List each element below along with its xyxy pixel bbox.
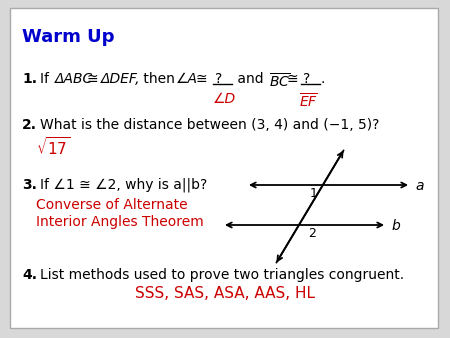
Text: 4.: 4. <box>22 268 37 282</box>
Text: Warm Up: Warm Up <box>22 28 114 46</box>
Text: If: If <box>40 72 54 86</box>
Text: ∠A: ∠A <box>176 72 198 86</box>
Text: ≅: ≅ <box>87 72 99 86</box>
Text: If ∠1 ≅ ∠2, why is a||b?: If ∠1 ≅ ∠2, why is a||b? <box>40 178 207 193</box>
Text: ΔDEF,: ΔDEF, <box>101 72 140 86</box>
Text: $\overline{BC}$: $\overline{BC}$ <box>269 72 290 90</box>
Text: 1.: 1. <box>22 72 37 86</box>
Text: 1: 1 <box>310 187 318 200</box>
Text: ?: ? <box>215 72 222 86</box>
Text: SSS, SAS, ASA, AAS, HL: SSS, SAS, ASA, AAS, HL <box>135 286 315 301</box>
Text: List methods used to prove two triangles congruent.: List methods used to prove two triangles… <box>40 268 404 282</box>
Text: What is the distance between (3, 4) and (−1, 5)?: What is the distance between (3, 4) and … <box>40 118 379 132</box>
Text: ≅: ≅ <box>196 72 207 86</box>
Text: Interior Angles Theorem: Interior Angles Theorem <box>36 215 204 229</box>
Text: ≅: ≅ <box>287 72 299 86</box>
Text: Converse of Alternate: Converse of Alternate <box>36 198 188 212</box>
Text: ?: ? <box>303 72 310 86</box>
Text: $\sqrt{17}$: $\sqrt{17}$ <box>36 136 71 158</box>
Text: .: . <box>320 72 324 86</box>
Text: $\overline{EF}$: $\overline{EF}$ <box>299 92 318 110</box>
Text: 2.: 2. <box>22 118 37 132</box>
Text: a: a <box>415 179 423 193</box>
Text: ∠D: ∠D <box>213 92 236 106</box>
Text: b: b <box>391 219 400 233</box>
Text: and: and <box>233 72 268 86</box>
Text: 2: 2 <box>308 227 316 240</box>
Text: 3.: 3. <box>22 178 37 192</box>
FancyBboxPatch shape <box>10 8 438 328</box>
Text: ΔABC: ΔABC <box>55 72 93 86</box>
Text: then: then <box>139 72 179 86</box>
